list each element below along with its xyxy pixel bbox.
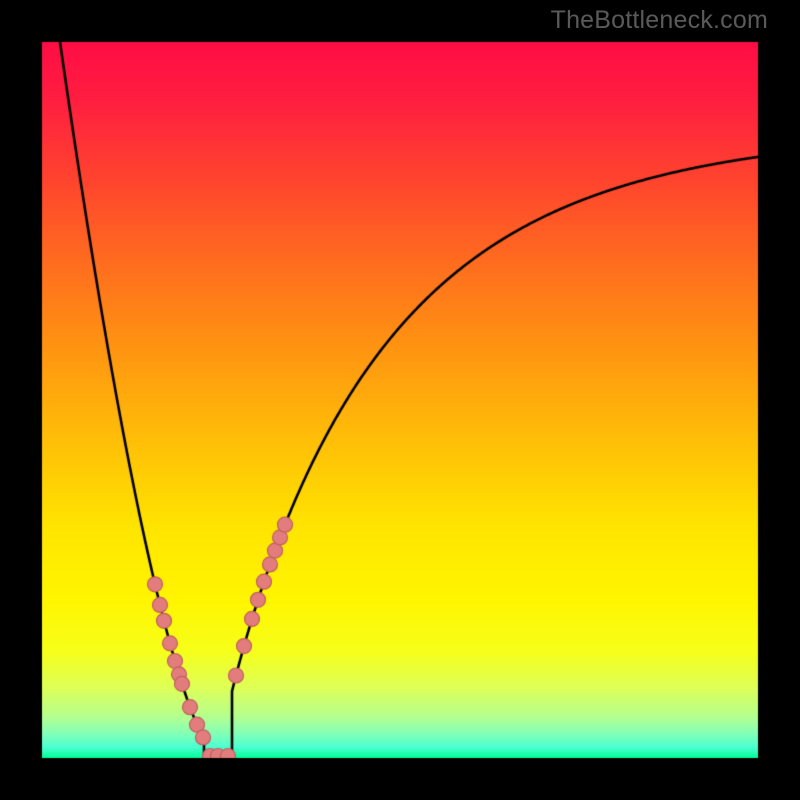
watermark-text: TheBottleneck.com [551,6,768,35]
chart-stage: TheBottleneck.com [0,0,800,800]
bottleneck-curve-plot [0,0,800,800]
